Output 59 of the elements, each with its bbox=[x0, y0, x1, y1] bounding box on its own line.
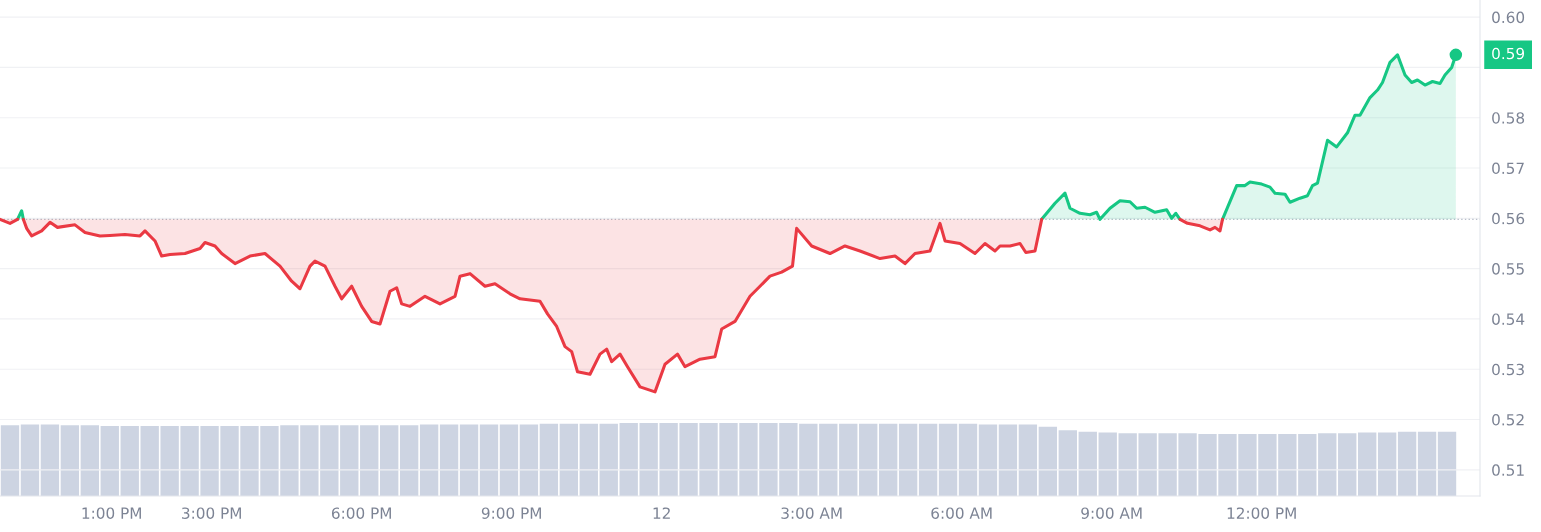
bar bbox=[938, 423, 958, 496]
bar bbox=[60, 425, 80, 496]
bar bbox=[839, 423, 858, 496]
annotation: 0.59 bbox=[1492, 47, 1525, 60]
x-tick-label: 6:00 PM bbox=[331, 507, 391, 519]
bar bbox=[1338, 433, 1357, 496]
bar bbox=[1018, 424, 1038, 496]
bar bbox=[1377, 432, 1397, 496]
y-tick-label: 0.56 bbox=[1492, 212, 1525, 225]
x-tick-label: 1:00 PM bbox=[82, 507, 141, 519]
x-tick-label: 3:00 AM bbox=[781, 507, 842, 519]
x-tick-label: 6:00 AM bbox=[931, 507, 992, 519]
bar bbox=[100, 425, 119, 496]
bar bbox=[1417, 431, 1437, 496]
bar bbox=[579, 423, 598, 496]
bar bbox=[459, 424, 479, 496]
bar bbox=[120, 425, 139, 496]
x-tick-label: 9:00 PM bbox=[481, 507, 541, 519]
x-tick-label: 12 bbox=[653, 507, 670, 519]
bar bbox=[439, 424, 459, 496]
bar bbox=[878, 423, 898, 496]
bar bbox=[40, 424, 60, 496]
bar bbox=[1058, 430, 1077, 496]
y-tick-label: 0.55 bbox=[1492, 263, 1524, 275]
y-tick-label: 0.53 bbox=[1492, 363, 1524, 376]
bar bbox=[918, 423, 938, 496]
y-tick-label: 0.60 bbox=[1492, 11, 1525, 24]
bar bbox=[898, 423, 918, 496]
bar bbox=[399, 425, 419, 496]
bar bbox=[80, 425, 99, 496]
bar bbox=[519, 424, 539, 496]
x-tick-label: 12:00 PM bbox=[1227, 507, 1296, 519]
bar bbox=[958, 423, 978, 496]
y-tick-label: 0.57 bbox=[1492, 162, 1524, 175]
bar bbox=[599, 423, 618, 496]
y-tick-label: 0.52 bbox=[1492, 414, 1524, 426]
bar bbox=[859, 423, 878, 496]
bar bbox=[539, 423, 559, 496]
y-tick-label: 0.51 bbox=[1492, 464, 1524, 476]
bar bbox=[0, 425, 20, 496]
x-tick-label: 3:00 PM bbox=[182, 507, 241, 519]
bar bbox=[20, 424, 40, 496]
bar bbox=[1038, 426, 1058, 496]
bar bbox=[978, 424, 998, 496]
bar bbox=[360, 425, 379, 496]
y-tick-label: 0.54 bbox=[1492, 313, 1525, 325]
bar bbox=[559, 423, 579, 496]
bar bbox=[499, 424, 519, 496]
bar bbox=[998, 424, 1018, 496]
bar bbox=[1437, 431, 1457, 496]
bar bbox=[479, 424, 499, 496]
bar bbox=[1397, 431, 1417, 496]
y-tick-label: 0.58 bbox=[1492, 112, 1525, 124]
x-tick-label: 9:00 AM bbox=[1081, 507, 1142, 519]
bar bbox=[380, 425, 399, 496]
bar bbox=[1358, 432, 1377, 496]
bar bbox=[1078, 431, 1097, 496]
bar bbox=[1318, 433, 1337, 496]
bar bbox=[419, 424, 439, 496]
